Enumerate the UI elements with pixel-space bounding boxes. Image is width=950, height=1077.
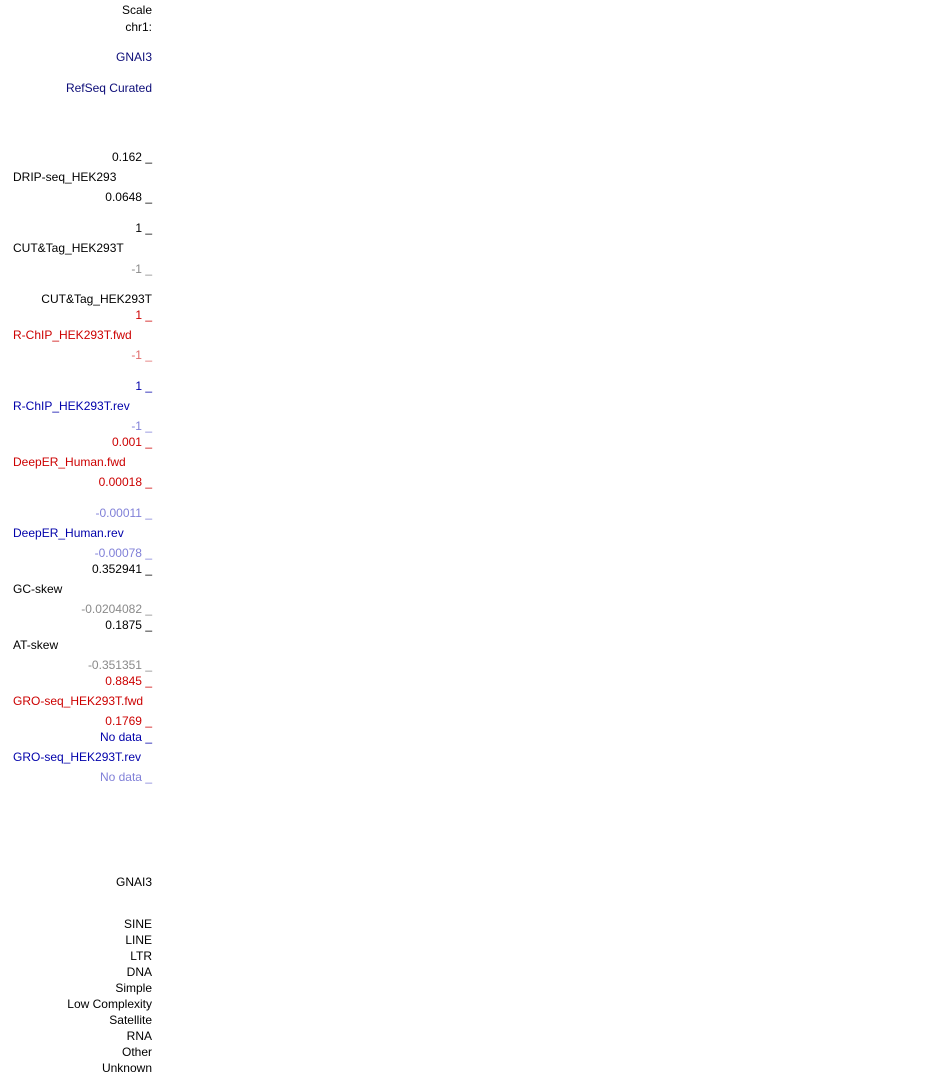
track-label[interactable]: chr1: — [125, 20, 152, 34]
track-name[interactable]: DeepER_Human.rev — [13, 526, 124, 540]
track-name[interactable]: R-ChIP_HEK293T.fwd — [13, 328, 132, 342]
track-name[interactable]: GC-skew — [13, 582, 63, 596]
track-label[interactable]: SINE — [123, 917, 152, 931]
track-name[interactable]: GRO-seq_HEK293T.rev — [13, 750, 142, 764]
track-name[interactable]: CUT&Tag_HEK293T — [13, 241, 124, 255]
track-name[interactable]: DRIP-seq_HEK293 — [13, 170, 117, 184]
track-label[interactable]: -1 _ — [131, 262, 152, 276]
track-label[interactable]: 1 _ — [135, 379, 152, 393]
track-label[interactable]: GNAI3 — [115, 50, 152, 64]
track-label[interactable]: -0.0204082 _ — [81, 602, 152, 616]
track-label[interactable]: 0.352941 _ — [91, 562, 152, 576]
track-label[interactable]: 0.8845 _ — [105, 674, 152, 688]
track-label[interactable]: LTR — [130, 949, 152, 963]
track-name[interactable]: GRO-seq_HEK293T.fwd — [13, 694, 144, 708]
track-label[interactable]: Low Complexity — [67, 997, 152, 1011]
track-label[interactable]: 0.00018 _ — [98, 475, 152, 489]
track-label[interactable]: RNA — [126, 1029, 152, 1043]
track-label[interactable]: -1 _ — [131, 348, 152, 362]
track-label[interactable]: GNAI3 — [115, 875, 152, 889]
track-label[interactable]: 0.001 _ — [111, 435, 152, 449]
track-label[interactable]: RefSeq Curated — [65, 81, 152, 95]
track-name[interactable]: AT-skew — [13, 638, 59, 652]
track-label[interactable]: No data _ — [99, 770, 152, 784]
track-name[interactable]: R-ChIP_HEK293T.rev — [13, 399, 130, 413]
track-name[interactable]: DeepER_Human.fwd — [13, 455, 126, 469]
track-label[interactable]: 1 _ — [135, 308, 152, 322]
track-label[interactable]: Satellite — [109, 1013, 152, 1027]
track-label[interactable]: -0.351351 _ — [87, 658, 152, 672]
track-label[interactable]: 1 _ — [135, 221, 152, 235]
track-label[interactable]: 0.0648 _ — [105, 190, 152, 204]
track-label[interactable]: 0.162 _ — [111, 150, 152, 164]
track-label[interactable]: DNA — [126, 965, 152, 979]
track-label[interactable]: Scale — [121, 3, 152, 17]
track-label[interactable]: 0.1769 _ — [105, 714, 152, 728]
track-label[interactable]: Simple — [115, 981, 152, 995]
track-label[interactable]: -1 _ — [131, 419, 152, 433]
track-label[interactable]: -0.00011 _ — [95, 506, 153, 520]
track-label[interactable]: -0.00078 _ — [94, 546, 152, 560]
track-label[interactable]: Unknown — [101, 1061, 152, 1075]
track-label[interactable]: No data _ — [99, 730, 152, 744]
track-label[interactable]: 0.1875 _ — [105, 618, 152, 632]
track-label[interactable]: Other — [121, 1045, 152, 1059]
track-label[interactable]: CUT&Tag_HEK293T — [41, 292, 152, 306]
track-label[interactable]: LINE — [125, 933, 152, 947]
